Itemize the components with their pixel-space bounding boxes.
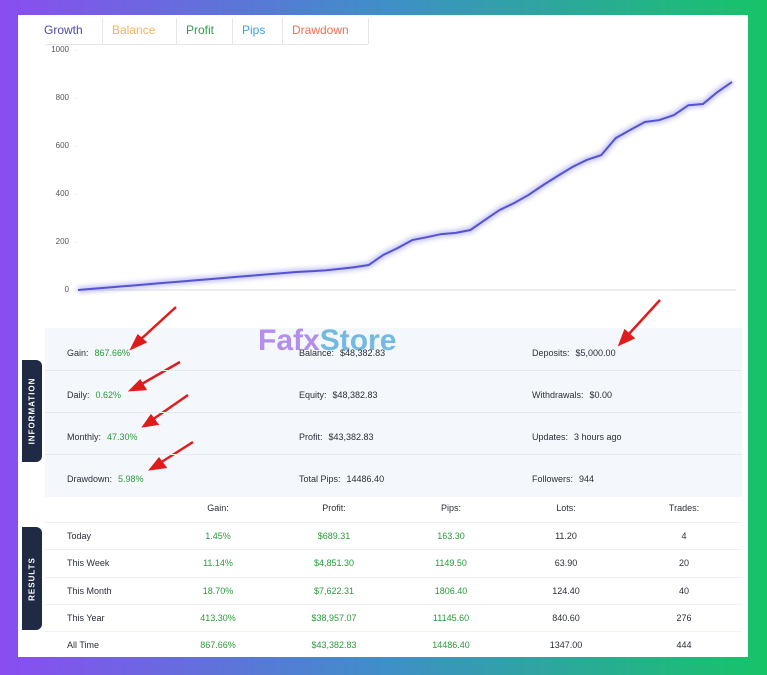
results-cell: 1806.40 [434,585,468,596]
results-row-divider [45,549,742,551]
info-label: Profit: [299,432,323,442]
row-divider [45,454,742,455]
info-label: Balance: [299,348,335,358]
watermark: FafxStore [258,324,396,358]
y-tick-label: 200 [56,237,70,246]
row-divider [45,412,742,413]
results-cell: 11.14% [203,558,233,569]
info-label: Drawdown: [67,474,113,484]
info-value: $48,382.83 [332,390,378,400]
info-label: Followers: [532,474,574,484]
results-cell: 1.45% [205,531,231,541]
info-value: 14486.40 [346,474,385,484]
results-cell: 4 [681,531,687,541]
info-value: $43,382.83 [328,432,374,442]
tab-divider [232,18,233,44]
info-value: $0.00 [589,390,613,400]
info-label: Total Pips: [299,474,341,484]
results-cell: 413.30% [200,612,236,623]
tab-divider [102,18,103,44]
y-tick-label: 1000 [51,45,69,54]
results-cell: 840.60 [552,612,580,623]
results-cell: 18.70% [202,585,234,596]
y-tick-label: 800 [56,93,70,102]
tab[interactable]: Balance [112,23,156,37]
watermark-brand: Fafx [258,324,320,357]
results-cell: 444 [676,640,692,651]
tab-divider [282,18,283,44]
chart: 0 200 400 600 800 1000 [51,45,736,294]
info-label: Deposits: [532,348,570,358]
results-cell: 1149.50 [435,558,467,569]
results-header: Pips: [440,503,462,513]
info-side-tab: INFORMATION [22,360,42,462]
tab[interactable]: Growth [44,23,83,37]
info-value: 0.62% [95,390,122,400]
results-cell: 11.20 [555,531,577,541]
info-label: Gain: [67,348,89,358]
results-side-tab: RESULTS [22,527,42,630]
results-title: RESULTS [27,556,37,601]
tab[interactable]: Profit [186,23,215,37]
info-value: $5,000.00 [575,348,616,358]
results-row-divider [45,522,742,523]
results-cell: $7,622.31 [313,585,355,596]
results-row-label: This Year [67,612,105,623]
tab-divider [176,18,177,44]
info-label: Daily: [67,390,90,400]
results-cell: 11145.60 [432,612,470,623]
info-value: 3 hours ago [574,432,622,442]
info-label: Withdrawals: [532,390,584,400]
watermark-suffix: Store [319,324,397,357]
results-row-label: Today [67,531,92,541]
tab[interactable]: Drawdown [292,23,349,37]
line [77,81,733,291]
info-value: 5.98% [118,474,144,484]
results-row-label: All Time [67,640,100,651]
results-cell: $38,957.07 [311,612,357,623]
info-value: $48,382.83 [340,348,386,358]
results-cell: 1347.00 [549,640,583,651]
results-cell: $43,382.83 [311,640,357,651]
line-glow [77,79,734,293]
results-header: Trades: [668,503,700,513]
results-header: Gain: [207,503,229,513]
info-value: 944 [579,474,595,484]
results-row-label: This Month [67,585,112,596]
results-header: Lots: [556,503,576,513]
row-divider [45,370,742,371]
results-cell: 20 [678,558,690,569]
results-cell: $689.31 [317,531,351,541]
results-row-divider [45,603,742,605]
results-cell: 276 [676,612,692,623]
info-value: 47.30% [107,432,138,442]
tab-divider [368,18,369,44]
y-tick-label: 400 [56,189,70,198]
results-cell: 40 [678,585,690,596]
results-cell: 163.30 [437,531,465,541]
tab[interactable]: Pips [242,23,266,37]
results-cell: 124.40 [552,585,580,596]
results-cell: 14486.40 [432,640,470,651]
info-title: INFORMATION [27,377,37,445]
info-value: 867.66% [94,348,131,358]
y-tick-label: 0 [65,285,70,294]
results-row-label: This Week [67,558,110,569]
results-cell: 63.90 [554,558,578,569]
results-row-divider [45,631,742,633]
results-cell: $4,851.30 [313,558,355,569]
results-header: Profit: [322,503,346,513]
info-label: Equity: [299,390,327,400]
info-label: Monthly: [67,432,102,442]
results-cell: 867.66% [200,640,236,651]
y-tick-label: 600 [56,141,70,150]
tab-underline [45,44,368,45]
info-label: Updates: [532,432,569,442]
results-row-divider [45,576,742,578]
